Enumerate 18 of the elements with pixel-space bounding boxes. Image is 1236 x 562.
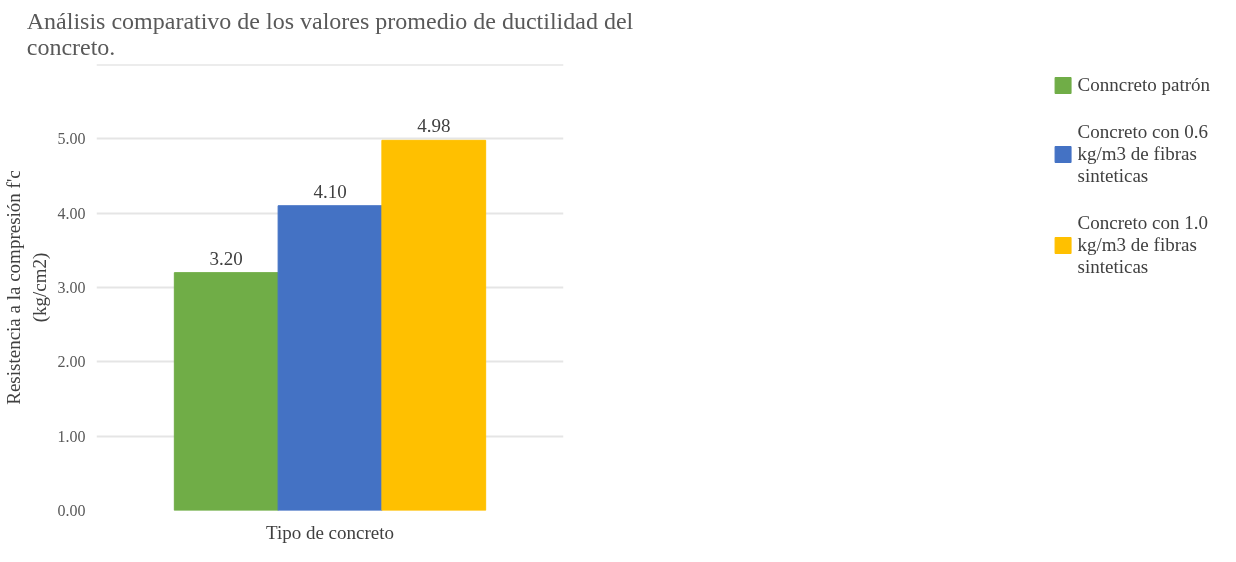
bar (381, 139, 487, 511)
data-label: 4.10 (313, 180, 347, 202)
data-label: 3.20 (209, 247, 243, 269)
bar (173, 272, 279, 511)
chart-title: Análisis comparativo de los valores promedio de ductilidad del concreto. (26, 7, 634, 60)
y-axis-title: Resistencia a la compresión f'c (kg/cm2) (3, 170, 51, 405)
bar (277, 205, 383, 511)
y-tick-label: 0.00 (57, 502, 86, 519)
y-tick-label: 4.00 (57, 204, 86, 222)
legend-label: Concreto con 1.0 kg/m3 de fibras sinteticas (1077, 212, 1208, 278)
legend-label: Conncreto patrón (1077, 74, 1210, 96)
x-axis-title: Tipo de concreto (265, 521, 395, 543)
y-tick-label: 3.00 (57, 279, 86, 296)
legend-label: Concreto con 0.6 kg/m3 de fibras sinteticas (1077, 121, 1208, 187)
y-tick-label: 1.00 (57, 427, 86, 445)
y-tick-label: 2.00 (57, 353, 86, 371)
data-label: 4.98 (417, 115, 451, 137)
y-tick-label: 5.00 (57, 130, 86, 148)
